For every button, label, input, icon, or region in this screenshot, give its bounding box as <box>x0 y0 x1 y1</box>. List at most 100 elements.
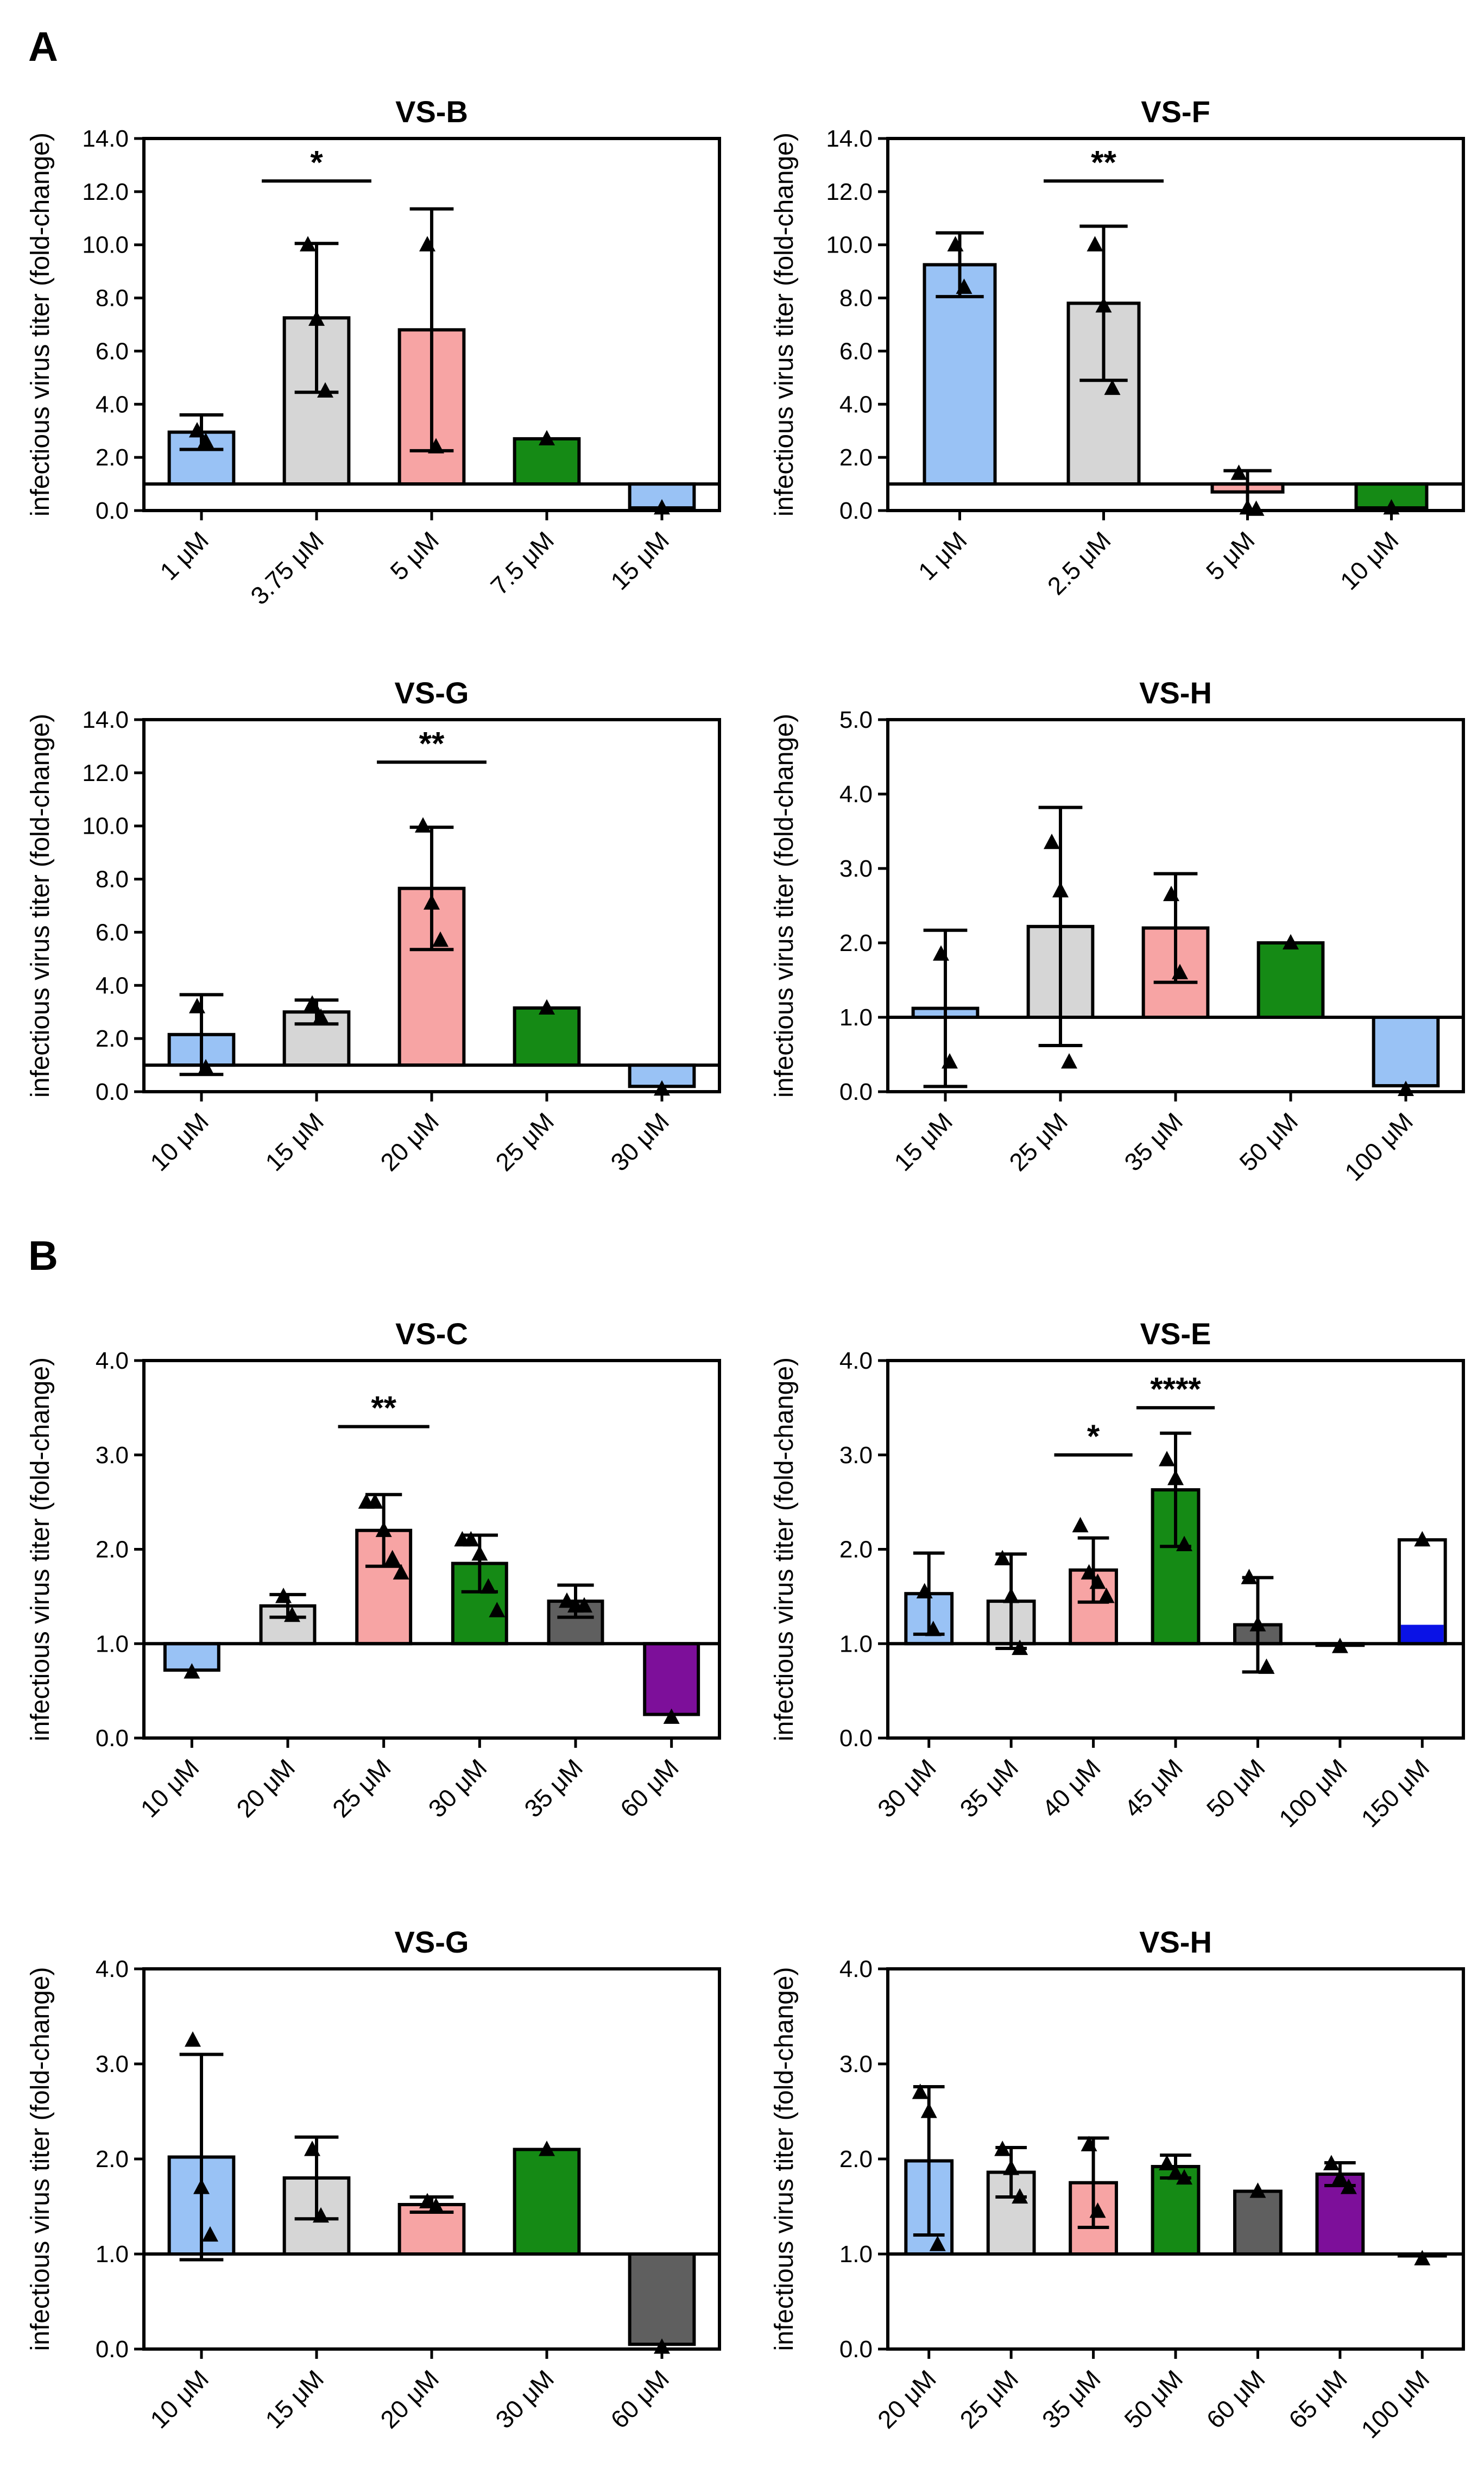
y-tick-label: 0.0 <box>839 2336 873 2363</box>
chart-title: VS-B <box>395 95 468 129</box>
data-point <box>313 1008 329 1024</box>
y-tick-label: 2.0 <box>96 1537 129 1563</box>
data-point <box>956 278 973 294</box>
y-tick-label: 3.0 <box>839 2051 873 2077</box>
data-point <box>539 999 555 1015</box>
y-tick-label: 0.0 <box>96 498 129 524</box>
y-tick-label: 0.0 <box>839 498 873 524</box>
y-axis-label: infectious virus titer (fold-change) <box>26 714 55 1098</box>
y-axis-label: infectious virus titer (fold-change) <box>770 1967 799 2351</box>
y-tick-label: 4.0 <box>839 391 873 418</box>
y-tick-label: 2.0 <box>96 1025 129 1052</box>
data-point <box>576 1597 592 1613</box>
data-point <box>202 2226 218 2242</box>
data-point <box>1414 2250 1431 2265</box>
data-point <box>942 1053 958 1069</box>
bar <box>1372 1016 1440 1088</box>
significance-label: * <box>310 144 323 180</box>
y-tick-label: 2.0 <box>96 444 129 471</box>
y-tick-label: 1.0 <box>96 2241 129 2268</box>
data-point <box>1095 297 1112 313</box>
data-point <box>1087 236 1103 251</box>
data-point <box>1163 885 1179 902</box>
data-point <box>1061 1053 1077 1069</box>
y-tick-label: 14.0 <box>826 125 873 152</box>
data-point <box>1003 2160 1020 2175</box>
data-point <box>1089 2202 1106 2218</box>
y-tick-label: 0.0 <box>839 1725 873 1752</box>
data-point <box>393 1564 409 1580</box>
chart-title: VS-G <box>395 1925 469 1959</box>
data-point <box>375 1521 392 1537</box>
y-tick-label: 1.0 <box>839 1630 873 1657</box>
significance-label: * <box>1087 1418 1100 1455</box>
data-point <box>925 1620 942 1636</box>
y-tick-label: 4.0 <box>96 1348 129 1374</box>
bar <box>513 1006 581 1067</box>
data-point <box>284 1606 300 1622</box>
chart-title: VS-H <box>1139 1925 1212 1959</box>
data-point <box>308 310 325 326</box>
chart-title: VS-F <box>1141 95 1210 129</box>
plot-frame <box>886 137 1465 512</box>
data-point <box>916 1583 933 1598</box>
data-point <box>317 382 333 398</box>
chart-title: VS-G <box>395 676 469 710</box>
y-tick-label: 0.0 <box>839 1079 873 1105</box>
data-point <box>1044 833 1060 849</box>
data-point <box>304 995 320 1011</box>
data-point <box>189 422 205 438</box>
bar <box>513 437 581 486</box>
data-point <box>415 817 431 833</box>
y-tick-label: 12.0 <box>826 179 873 205</box>
chart-title: VS-C <box>395 1317 468 1351</box>
bar <box>513 2148 581 2256</box>
data-point <box>929 2236 946 2251</box>
data-point <box>1176 2169 1192 2185</box>
data-point <box>1159 2155 1175 2170</box>
data-point <box>1012 2188 1028 2204</box>
y-tick-label: 2.0 <box>839 1537 873 1563</box>
data-point <box>1230 464 1247 480</box>
y-tick-label: 12.0 <box>82 179 129 205</box>
y-axis-label: infectious virus titer (fold-change) <box>770 1357 799 1741</box>
y-tick-label: 2.0 <box>96 2146 129 2173</box>
y-tick-label: 10.0 <box>82 813 129 840</box>
data-point <box>1098 1588 1115 1603</box>
y-tick-label: 0.0 <box>96 1079 129 1105</box>
data-point <box>463 1531 479 1547</box>
data-point <box>1323 2155 1340 2170</box>
significance-label: **** <box>1150 1371 1201 1407</box>
plot-frame <box>142 1359 721 1740</box>
data-point <box>471 1545 488 1561</box>
y-tick-label: 2.0 <box>839 930 873 956</box>
bar <box>628 2252 696 2346</box>
y-tick-label: 4.0 <box>839 1348 873 1374</box>
data-point <box>947 236 964 251</box>
y-tick-label: 4.0 <box>96 972 129 999</box>
y-tick-label: 0.0 <box>96 2336 129 2363</box>
data-point <box>994 2140 1011 2156</box>
data-point <box>912 2083 929 2099</box>
data-point <box>1340 2179 1357 2194</box>
data-point <box>920 2102 937 2118</box>
y-tick-label: 8.0 <box>96 866 129 893</box>
y-tick-label: 4.0 <box>96 391 129 418</box>
bar <box>1256 941 1325 1019</box>
data-point <box>428 438 444 454</box>
data-point <box>419 236 435 251</box>
data-point <box>480 1578 497 1594</box>
data-point <box>313 2207 329 2223</box>
data-point <box>428 2198 444 2213</box>
bar-overlay-segment <box>1400 1625 1444 1644</box>
y-tick-label: 3.0 <box>96 2051 129 2077</box>
data-point <box>1331 1638 1348 1653</box>
bar <box>1066 301 1141 486</box>
data-point <box>432 931 449 947</box>
data-point <box>1241 1569 1258 1584</box>
y-tick-label: 6.0 <box>96 919 129 946</box>
bar <box>1233 2189 1283 2256</box>
y-tick-label: 12.0 <box>82 760 129 786</box>
